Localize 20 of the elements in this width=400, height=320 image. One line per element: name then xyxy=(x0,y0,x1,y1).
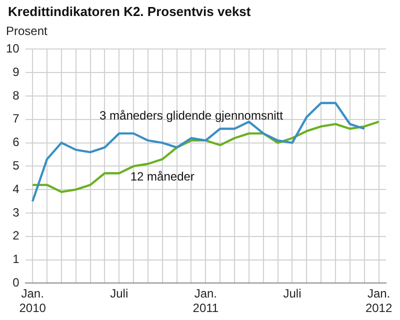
y-tick-label: 3 xyxy=(12,205,20,220)
x-tick-label: Jan. 2010 xyxy=(19,286,46,316)
y-tick-label: 4 xyxy=(12,182,20,196)
y-tick-label: 1 xyxy=(12,252,20,266)
chart-title: Kredittindikatoren K2. Prosentvis vekst xyxy=(8,4,251,19)
x-tick-label: Jan. 2011 xyxy=(192,286,219,316)
y-tick-label: 6 xyxy=(12,135,20,150)
y-tick-label: 10 xyxy=(6,42,20,56)
y-tick-label: 8 xyxy=(12,88,20,102)
x-tick-label: Juli xyxy=(283,286,302,301)
y-tick-label: 5 xyxy=(12,158,20,173)
x-tick-label: Jan. 2012 xyxy=(365,286,392,316)
y-tick-label: 7 xyxy=(12,112,20,126)
series-label: 12 måneder xyxy=(130,169,194,184)
series-label: 3 måneders glidende gjennomsnitt xyxy=(100,108,284,122)
y-tick-label: 2 xyxy=(12,228,20,243)
x-tick-label: Juli xyxy=(110,286,128,301)
y-axis-title: Prosent xyxy=(6,24,48,38)
y-tick-label: 0 xyxy=(12,276,20,290)
y-tick-label: 9 xyxy=(12,64,20,79)
